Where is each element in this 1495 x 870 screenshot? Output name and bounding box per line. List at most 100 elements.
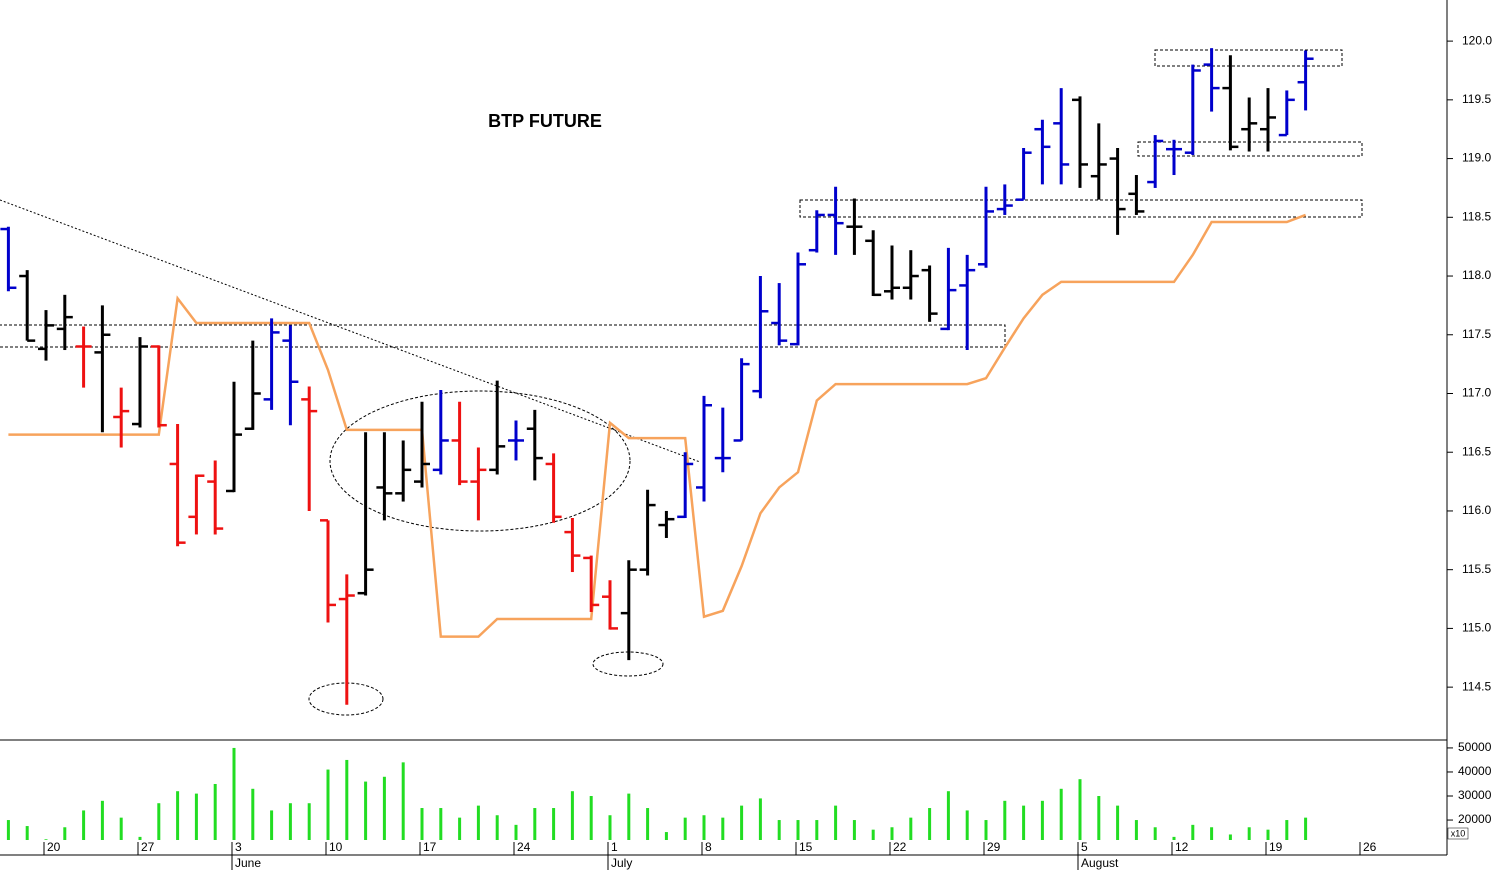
month-label: June: [235, 856, 261, 870]
volume-bar: [63, 827, 67, 840]
volume-bar: [890, 827, 894, 840]
volume-bar: [965, 810, 969, 840]
volume-bar: [1059, 788, 1063, 840]
x-tick-label: 1: [611, 840, 618, 854]
volume-bar: [213, 783, 217, 840]
x-tick-label: 17: [423, 840, 437, 854]
volume-bar: [702, 815, 706, 840]
volume-bar: [251, 788, 255, 840]
volume-bar: [270, 810, 274, 840]
y-tick-label: 118.5: [1462, 209, 1491, 223]
x-tick-label: 22: [893, 840, 907, 854]
x-tick-label: 8: [705, 840, 712, 854]
volume-bar: [683, 817, 687, 840]
volume-bar: [627, 793, 631, 840]
volume-bar: [1191, 824, 1195, 840]
y-tick-label: 115.0: [1462, 621, 1491, 635]
volume-bar: [1266, 829, 1270, 840]
y-tick-label: 114.5: [1462, 679, 1491, 693]
x-tick-label: 26: [1363, 840, 1377, 854]
volume-bar: [514, 824, 518, 840]
volume-bar: [984, 820, 988, 840]
volume-bar: [664, 832, 668, 840]
y-tick-label: 20000: [1458, 812, 1492, 826]
y-tick-label: 116.5: [1462, 444, 1491, 458]
volume-bar: [1040, 800, 1044, 840]
volume-bar: [928, 808, 932, 840]
volume-bar: [458, 817, 462, 840]
volume-bar: [82, 810, 86, 840]
x-tick-label: 5: [1081, 840, 1088, 854]
volume-unit: x10: [1451, 828, 1466, 838]
volume-bar: [834, 805, 838, 840]
volume-bar: [382, 776, 386, 840]
stop-line: [8, 213, 1307, 638]
volume-bar: [307, 803, 311, 840]
volume-bar: [401, 762, 405, 840]
y-tick-label: 117.0: [1462, 386, 1491, 400]
volume-bar: [946, 791, 950, 840]
volume-bar: [345, 759, 349, 840]
volume-bar: [740, 805, 744, 840]
volume-bar: [815, 820, 819, 840]
volume-bar: [364, 781, 368, 840]
level-box: [1154, 49, 1343, 67]
x-tick-label: 20: [47, 840, 61, 854]
volume-bar: [1210, 827, 1214, 840]
month-label: July: [611, 856, 632, 870]
x-tick-label: 27: [141, 840, 155, 854]
volume-bar: [194, 793, 198, 840]
volume-bar: [25, 826, 29, 840]
volume-bar: [758, 798, 762, 840]
volume-bar: [6, 820, 10, 840]
volume-bar: [608, 815, 612, 840]
volume-bar: [288, 803, 292, 840]
x-tick-label: 10: [329, 840, 343, 854]
volume-bar: [138, 836, 142, 840]
y-tick-label: 120.0: [1462, 33, 1492, 47]
volume-bar: [721, 817, 725, 840]
volume-bar: [1116, 805, 1120, 840]
y-tick-label: 116.0: [1462, 503, 1491, 517]
volume-bar: [1172, 836, 1176, 840]
y-tick-label: 118.0: [1462, 268, 1491, 282]
volume-bar: [119, 817, 123, 840]
volume-bar: [909, 817, 913, 840]
volume-bar: [1228, 834, 1232, 840]
annotations: [0, 49, 1363, 716]
y-tick-label: 50000: [1458, 740, 1492, 754]
volume-bar: [176, 791, 180, 840]
volume-bar: [1285, 820, 1289, 840]
x-tick-label: 3: [235, 840, 242, 854]
volume-bar: [420, 808, 424, 840]
volume-bar: [552, 808, 556, 840]
volume-bar: [852, 820, 856, 840]
volume-bar: [495, 815, 499, 840]
x-tick-label: 12: [1175, 840, 1189, 854]
volume-bar: [1304, 817, 1308, 840]
volume-bar: [1247, 827, 1251, 840]
volume-bar: [589, 796, 593, 840]
volume-bar: [1078, 779, 1082, 840]
volume-bar: [570, 791, 574, 840]
x-tick-label: 24: [517, 840, 531, 854]
y-tick-label: 30000: [1458, 788, 1492, 802]
low-ellipse: [308, 682, 384, 716]
volume-bar: [1097, 796, 1101, 840]
volume-bar: [326, 769, 330, 840]
volume-bar: [439, 808, 443, 840]
volume-bar: [871, 829, 875, 840]
volume-bar: [646, 808, 650, 840]
unit-box: [1447, 827, 1469, 840]
volume-bar: [1153, 827, 1157, 840]
volume-bar: [476, 805, 480, 840]
trend-line: [0, 199, 701, 463]
volume-bar: [232, 747, 236, 840]
x-tick-label: 19: [1269, 840, 1283, 854]
y-tick-label: 117.5: [1462, 327, 1491, 341]
volume-bar: [777, 820, 781, 840]
volume-bar: [1022, 805, 1026, 840]
volume-bar: [1003, 800, 1007, 840]
